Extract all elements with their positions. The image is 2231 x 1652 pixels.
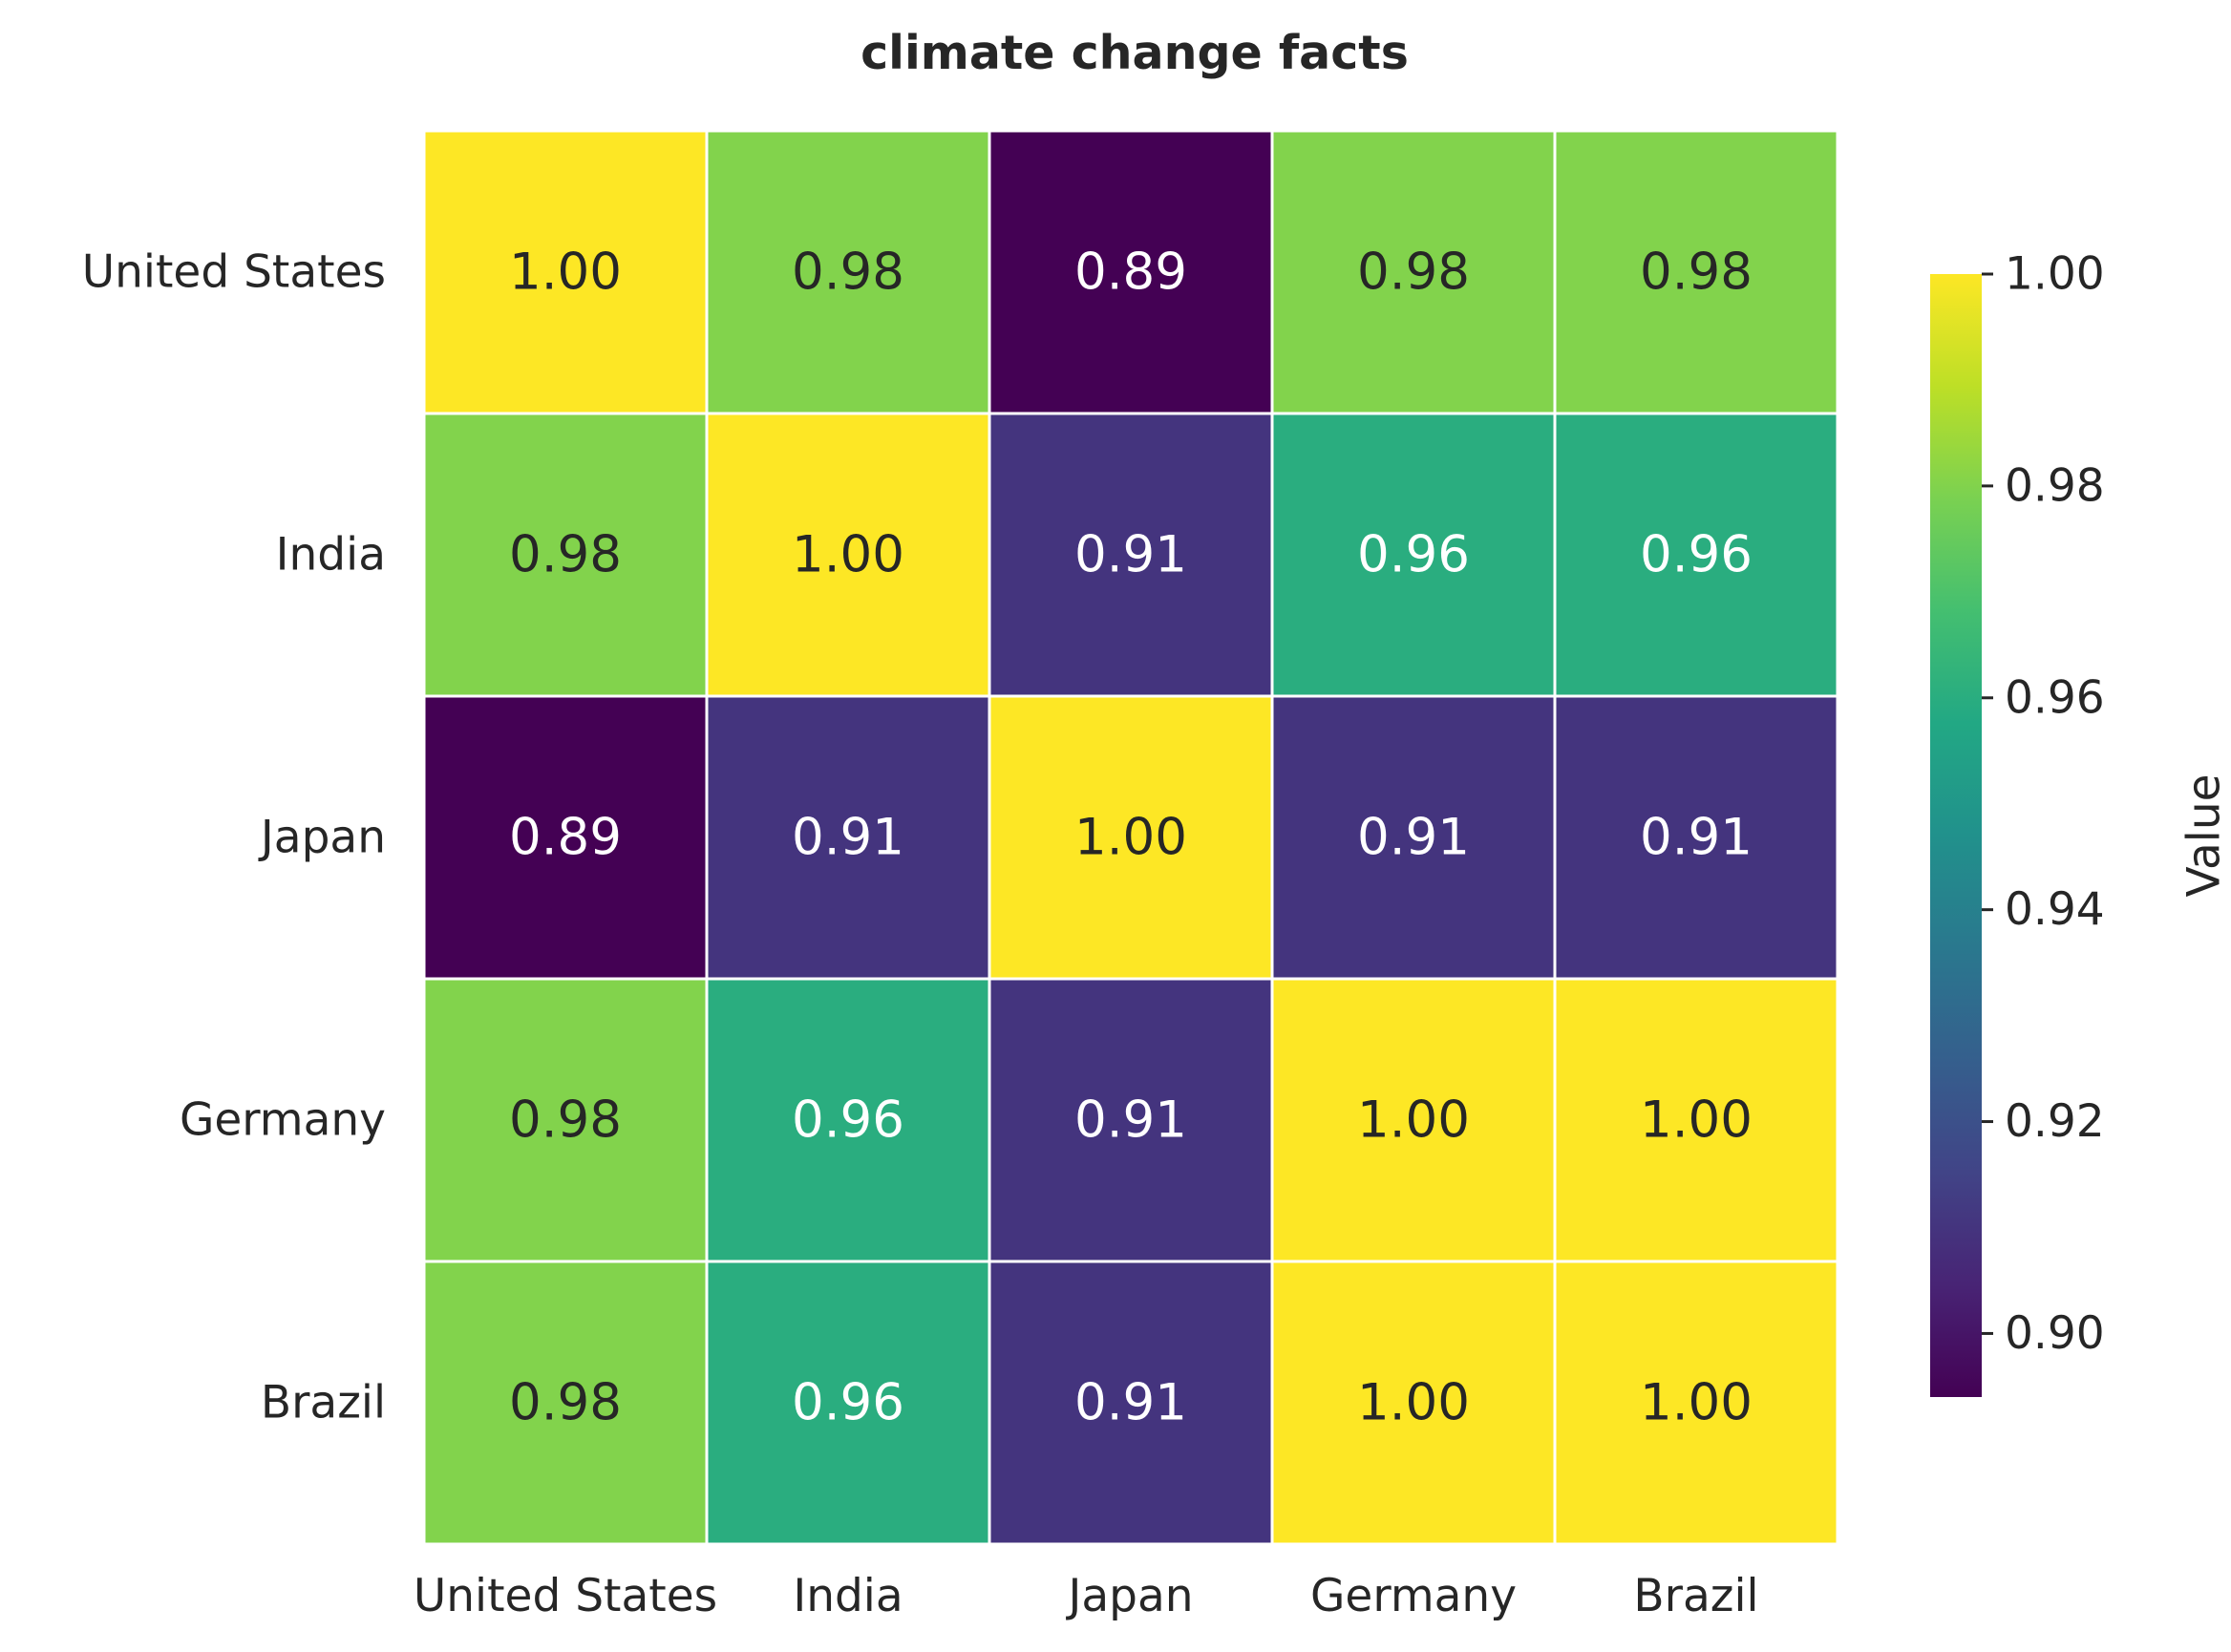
colorbar-tick-label-4: 0.98 [2005,459,2105,512]
y-axis-tick-labels: United States India Japan Germany Brazil [82,246,386,1430]
heatmap-cell-label-r1-c1: 1.00 [792,526,904,584]
heatmap-cell-r0-c1 [705,129,991,415]
colorbar-ticks: 0.90 0.92 0.94 0.96 0.98 1.00 [1982,248,2105,1360]
heatmap-cell-r3-c3 [1270,977,1557,1263]
heatmap-cell-label-r0-c1: 0.98 [792,244,904,302]
chart-title: climate change facts [861,26,1409,80]
x-tick-label-0: United States [414,1570,717,1622]
heatmap-cell-r2-c1 [705,694,991,981]
heatmap-cell-r3-c4 [1553,977,1839,1263]
heatmap-cell-label-r0-c4: 0.98 [1640,244,1753,302]
heatmap-cell-label-r3-c0: 0.98 [509,1091,622,1150]
heatmap-cell-r3-c1 [705,977,991,1263]
heatmap-cell-label-r4-c2: 0.91 [1074,1374,1187,1432]
heatmap-cell-r4-c0 [422,1260,709,1546]
heatmap-cell-label-r0-c3: 0.98 [1357,244,1470,302]
heatmap-cell-label-r2-c2: 1.00 [1074,809,1187,867]
heatmap-cell-label-r1-c2: 0.91 [1074,526,1187,584]
colorbar-tick-label-0: 0.90 [2005,1307,2105,1360]
colorbar-label: Value [2178,773,2231,897]
heatmap-cell-label-r4-c4: 1.00 [1640,1374,1753,1432]
heatmap-cell-r0-c0 [422,129,709,415]
heatmap-cell-label-r4-c1: 0.96 [792,1374,904,1432]
x-axis-tick-labels: United States India Japan Germany Brazil [414,1570,1759,1622]
heatmap-cell-r3-c2 [988,977,1274,1263]
heatmap-cell-label-r1-c0: 0.98 [509,526,622,584]
heatmap-cell-r0-c3 [1270,129,1557,415]
y-tick-label-3: Germany [180,1094,386,1147]
colorbar: 0.90 0.92 0.94 0.96 0.98 1.00 Value [1930,248,2231,1397]
y-tick-label-1: India [276,529,386,582]
heatmap-cell-label-r2-c4: 0.91 [1640,809,1753,867]
y-tick-label-2: Japan [258,812,386,864]
x-tick-label-3: Germany [1310,1570,1517,1622]
heatmap-cells: 1.00 0.98 0.89 0.98 0.98 0.98 1.00 0.91 0.96 0.96… [422,129,1839,1546]
colorbar-gradient [1930,274,1982,1397]
heatmap-cell-label-r3-c4: 1.00 [1640,1091,1753,1150]
heatmap-cell-r3-c0 [422,977,709,1263]
heatmap-cell-r0-c2 [988,129,1274,415]
heatmap-cell-r4-c2 [988,1260,1274,1546]
colorbar-tick-label-5: 1.00 [2005,248,2105,301]
x-tick-label-1: India [793,1570,903,1622]
colorbar-tick-label-1: 0.92 [2005,1095,2105,1148]
heatmap-cell-label-r0-c0: 1.00 [509,244,622,302]
y-tick-label-4: Brazil [261,1377,386,1430]
colorbar-tick-label-3: 0.96 [2005,671,2105,724]
heatmap-cell-r1-c4 [1553,412,1839,698]
heatmap-cell-label-r4-c0: 0.98 [509,1374,622,1432]
heatmap-cell-r2-c4 [1553,694,1839,981]
heatmap-cell-label-r2-c3: 0.91 [1357,809,1470,867]
heatmap-cell-label-r2-c0: 0.89 [509,809,622,867]
heatmap-cell-label-r3-c2: 0.91 [1074,1091,1187,1150]
heatmap-cell-label-r0-c2: 0.89 [1074,244,1187,302]
heatmap-cell-r1-c2 [988,412,1274,698]
heatmap-cell-r2-c3 [1270,694,1557,981]
x-tick-label-2: Japan [1065,1570,1193,1622]
x-tick-label-4: Brazil [1633,1570,1758,1622]
heatmap-cell-label-r3-c3: 1.00 [1357,1091,1470,1150]
heatmap-cell-label-r2-c1: 0.91 [792,809,904,867]
heatmap-cell-label-r1-c4: 0.96 [1640,526,1753,584]
y-tick-label-0: United States [82,246,386,299]
colorbar-tick-label-2: 0.94 [2005,883,2105,936]
heatmap-cell-label-r1-c3: 0.96 [1357,526,1470,584]
heatmap-cell-r0-c4 [1553,129,1839,415]
heatmap-cell-r4-c1 [705,1260,991,1546]
heatmap-cell-r2-c2 [988,694,1274,981]
heatmap-cell-label-r3-c1: 0.96 [792,1091,904,1150]
heatmap-cell-r1-c0 [422,412,709,698]
heatmap-cell-label-r4-c3: 1.00 [1357,1374,1470,1432]
heatmap-cell-r4-c4 [1553,1260,1839,1546]
